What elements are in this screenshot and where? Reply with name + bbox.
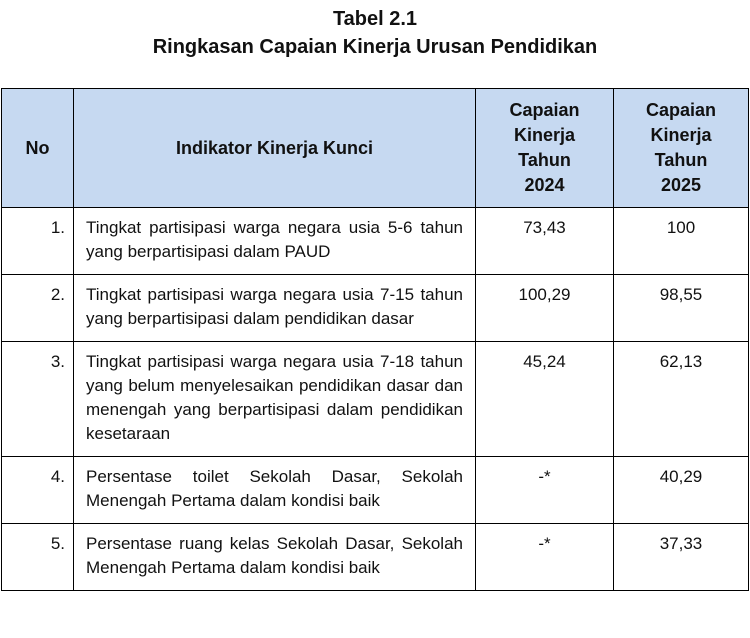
column-header-text: No (25, 137, 50, 158)
indicator: Tingkat partisipasi warga negara usia 7-… (73, 274, 476, 342)
row-number: 3. (1, 341, 74, 457)
table-body: 1. Tingkat partisipasi warga negara usia … (1, 207, 749, 591)
column-header: No (1, 88, 74, 208)
value-2025: 37,33 (613, 523, 749, 591)
column-header-text: Indikator Kinerja Kunci (175, 137, 374, 158)
table-title: Tabel 2.1 (332, 8, 418, 30)
table-row: 3. Tingkat partisipasi warga negara usia … (1, 341, 749, 457)
value-2024: -* (475, 523, 614, 591)
indicator: Tingkat partisipasi warga negara usia 7-… (73, 341, 476, 457)
row-number: 2. (1, 274, 74, 342)
table-row: 4. Persentase toilet Sekolah Dasar, Sekol… (1, 456, 749, 524)
performance-table: No Indikator Kinerja Kunci Capaian Kinerja… (1, 88, 749, 591)
value-2024: 45,24 (475, 341, 614, 457)
row-number: 1. (1, 207, 74, 275)
value-2024: 73,43 (475, 207, 614, 275)
row-number: 4. (1, 456, 74, 524)
table-row: 1. Tingkat partisipasi warga negara usia … (1, 207, 749, 275)
value-2024: -* (475, 456, 614, 524)
table-subtitle: Ringkasan Capaian Kinerja Urusan Pendidi… (152, 36, 598, 58)
value-2025: 98,55 (613, 274, 749, 342)
value-2025: 40,29 (613, 456, 749, 524)
column-header: Indikator Kinerja Kunci (73, 88, 476, 208)
value-2024: 100,29 (475, 274, 614, 342)
indicator: Persentase toilet Sekolah Dasar, Sekolah… (73, 456, 476, 524)
indicator: Persentase ruang kelas Sekolah Dasar, Se… (73, 523, 476, 591)
column-header-text: Capaian Kinerja Tahun 2025 (645, 100, 717, 195)
value-2025: 100 (613, 207, 749, 275)
column-header: Capaian Kinerja Tahun 2025 (613, 88, 749, 208)
table-row: 2. Tingkat partisipasi warga negara usia … (1, 274, 749, 342)
column-header-text: Capaian Kinerja Tahun 2024 (509, 100, 580, 195)
indicator: Tingkat partisipasi warga negara usia 5-… (73, 207, 476, 275)
column-header: Capaian Kinerja Tahun 2024 (475, 88, 614, 208)
row-number: 5. (1, 523, 74, 591)
table-row: 5. Persentase ruang kelas Sekolah Dasar, … (1, 523, 749, 591)
header-row: No Indikator Kinerja Kunci Capaian Kinerja… (1, 88, 749, 208)
value-2025: 62,13 (613, 341, 749, 457)
